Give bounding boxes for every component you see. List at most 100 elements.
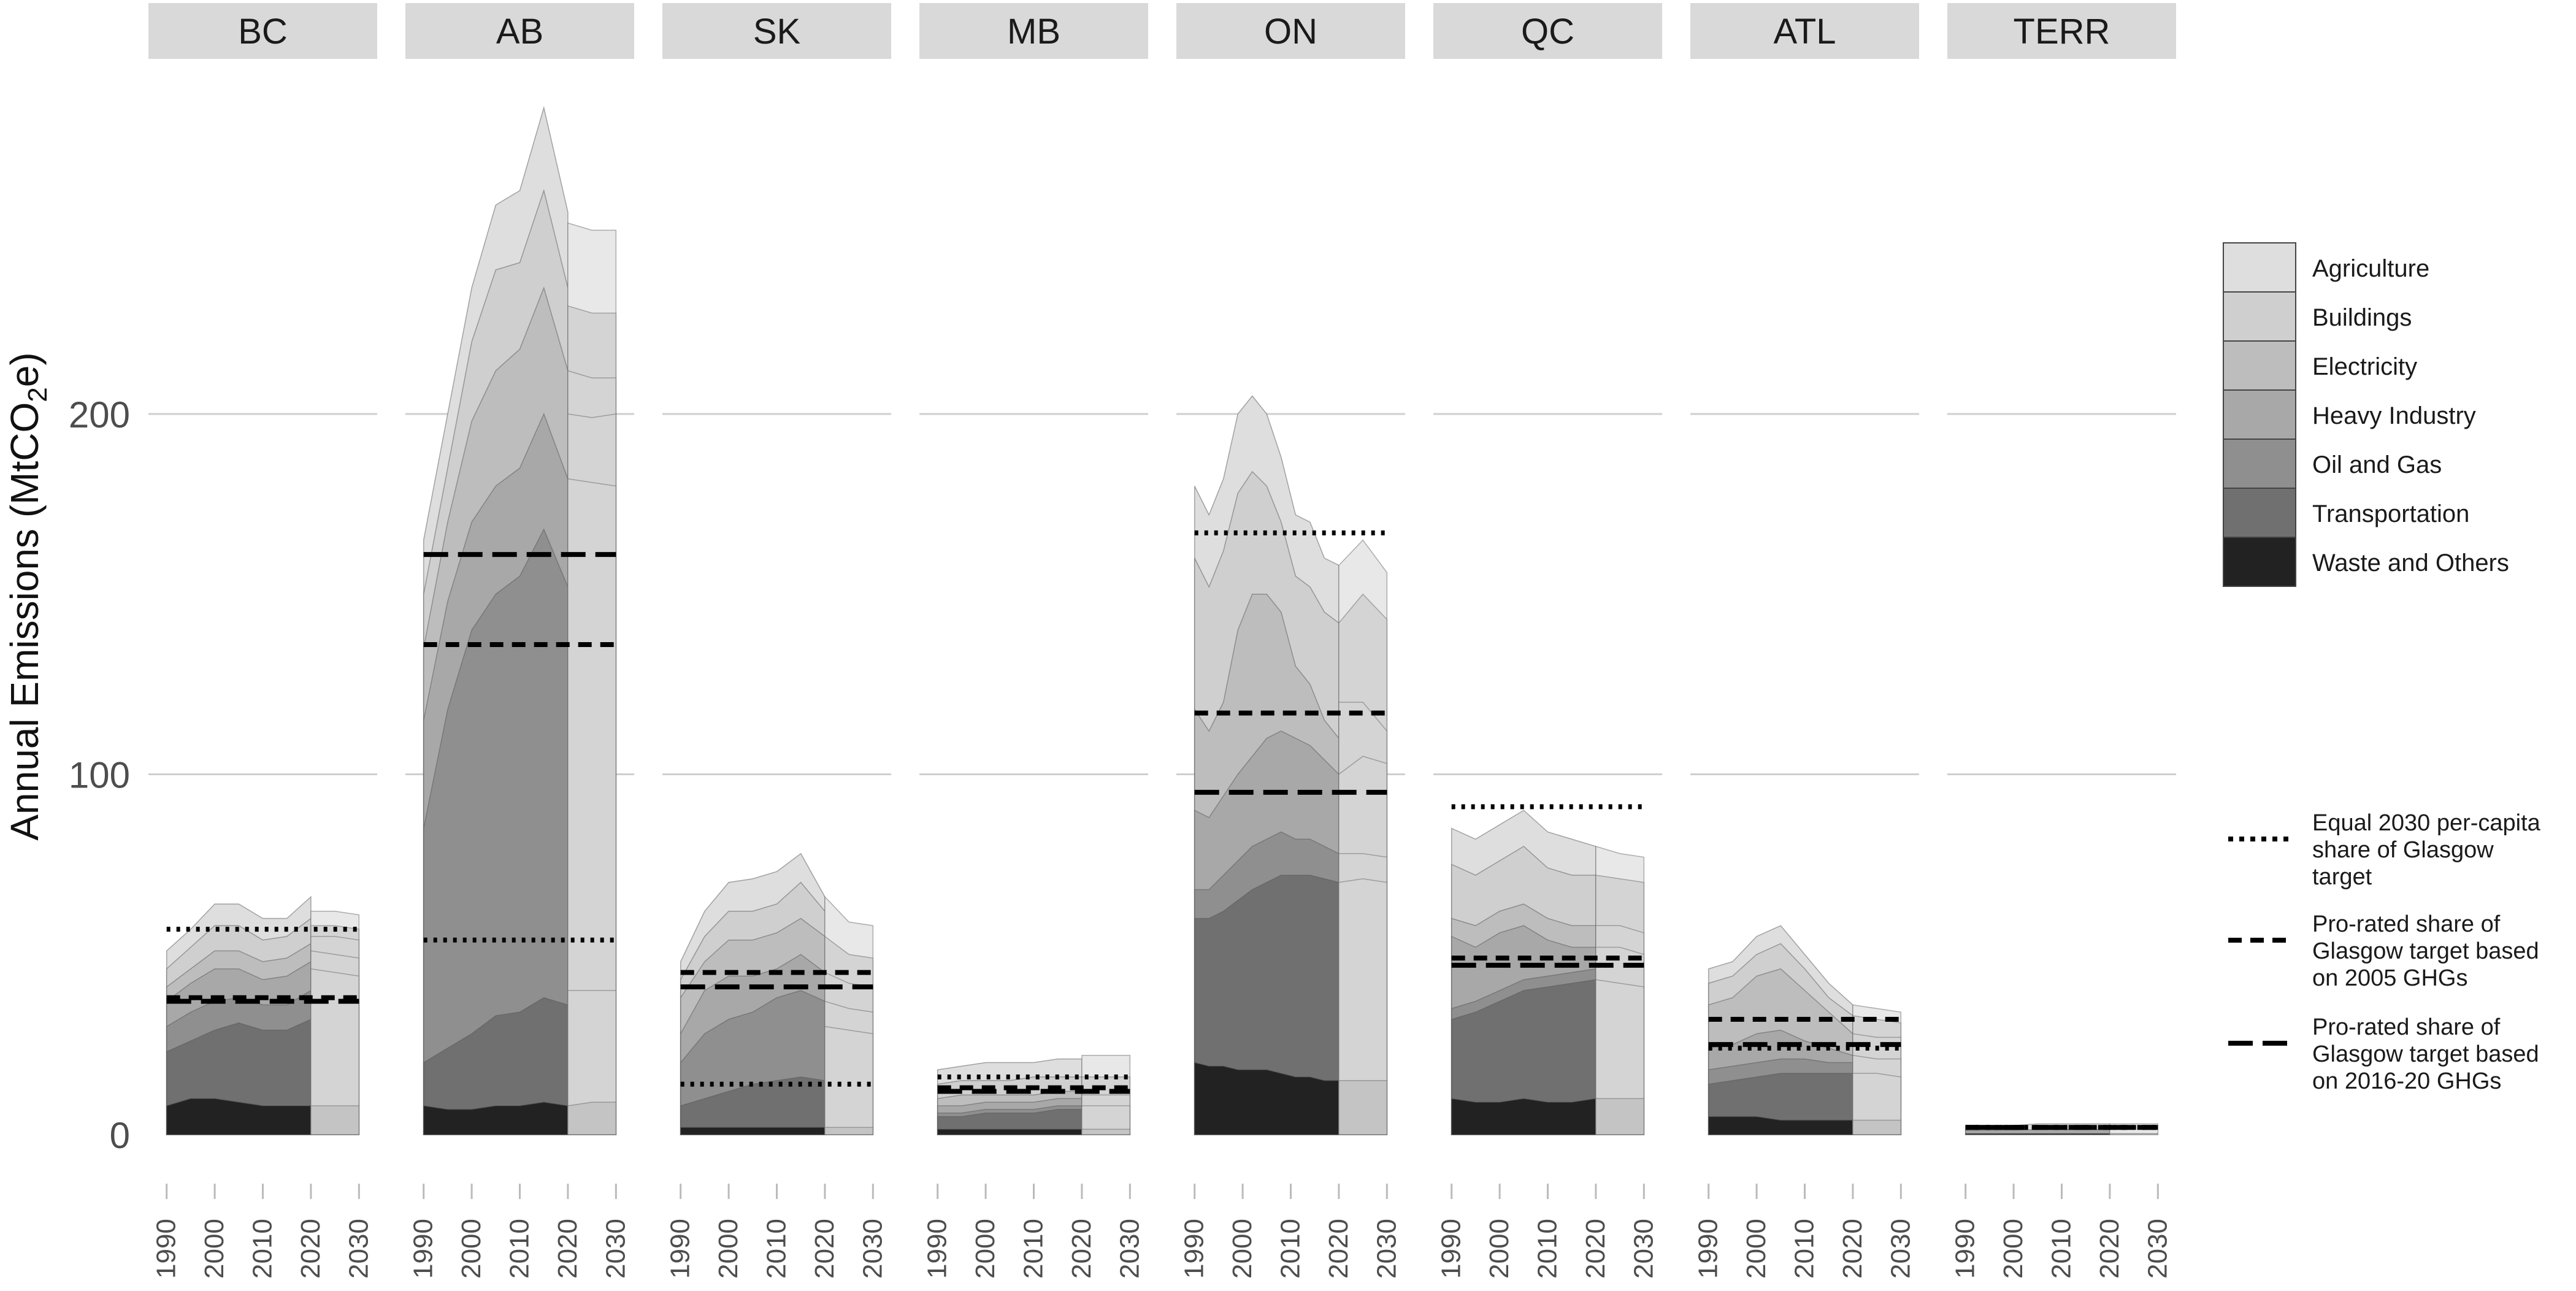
legend-target-label-dashed: Glasgow target based [2312,938,2539,964]
legend-swatch-electricity [2223,340,2296,391]
x-tick-label-2000: 2000 [713,1219,743,1279]
projection-area-0 [1595,1098,1645,1135]
panel-bc: BC 1990 2000 2010 2020 2030 [148,3,377,1279]
x-tick-label-1990: 1990 [1179,1219,1209,1279]
panel-strip [405,3,634,59]
x-tick-label-2010: 2010 [1533,1219,1563,1279]
history-area-0 [1194,1062,1340,1135]
y-tick-label-0: 0 [110,1115,130,1156]
panel-title: TERR [2014,12,2110,52]
x-tick-label-2010: 2010 [1276,1219,1306,1279]
panel-title: AB [496,12,543,52]
x-tick-label-1990: 1990 [922,1219,953,1279]
x-tick-label-2030: 2030 [1371,1219,1401,1279]
x-tick-label-2000: 2000 [199,1219,229,1279]
legend-target-label-dashed: on 2005 GHGs [2312,965,2467,991]
projection-area-0 [1338,1080,1388,1135]
x-tick-label-2000: 2000 [456,1219,486,1279]
x-tick-label-2010: 2010 [1019,1219,1049,1279]
x-tick-label-2030: 2030 [600,1219,631,1279]
x-tick-label-2000: 2000 [1741,1219,1771,1279]
panel-sk: SK 1990 2000 2010 2020 2030 [662,3,891,1279]
history-area-0 [1451,1098,1597,1135]
legend-target-label-dotted: Equal 2030 per-capita [2312,810,2541,836]
x-tick-label-2020: 2020 [553,1219,583,1279]
projection-area-0 [567,1101,617,1135]
legend-label-heavy-industry: Heavy Industry [2312,402,2476,429]
x-tick-label-2000: 2000 [1998,1219,2028,1279]
panel-atl: ATL 1990 2000 2010 2020 2030 [1690,3,1919,1279]
x-tick-label-1990: 1990 [1693,1219,1723,1279]
x-tick-label-2020: 2020 [1581,1219,1611,1279]
y-tick-label-200: 200 [69,394,130,435]
projection-area-0 [824,1127,874,1135]
history-area-0 [680,1127,826,1135]
x-tick-label-2030: 2030 [857,1219,887,1279]
x-tick-label-2010: 2010 [248,1219,278,1279]
projection-area-1 [824,1025,874,1135]
panel-title: QC [1521,12,1574,52]
x-tick-label-2000: 2000 [1227,1219,1257,1279]
x-tick-label-1990: 1990 [665,1219,696,1279]
legend-label-waste-and-others: Waste and Others [2312,550,2509,577]
panel-strip [919,3,1148,59]
x-tick-label-2010: 2010 [762,1219,792,1279]
legend-target-label-longdash: Glasgow target based [2312,1041,2539,1067]
y-axis-label-subscript: 2 [23,387,53,402]
legend-label-oil-and-gas: Oil and Gas [2312,451,2442,478]
legend-target-label-longdash: Pro-rated share of [2312,1014,2501,1040]
x-tick-label-2030: 2030 [343,1219,374,1279]
legend-swatch-transportation [2223,488,2296,538]
projection-area-0 [2109,1133,2159,1135]
legend-swatch-oil-and-gas [2223,439,2296,489]
panel-strip [1433,3,1662,59]
legend-swatch-buildings [2223,291,2296,342]
x-tick-label-2030: 2030 [1114,1219,1144,1279]
y-axis-label: Annual Emissions (MtCO2e) [2,352,53,840]
history-area-0 [1965,1133,2110,1135]
x-tick-label-2030: 2030 [1885,1219,1915,1279]
x-tick-label-2030: 2030 [1628,1219,1658,1279]
legend-swatch-agriculture [2223,242,2296,293]
panel-strip [1947,3,2176,59]
projection-area-0 [1852,1119,1902,1135]
x-tick-label-2020: 2020 [296,1219,326,1279]
x-tick-label-1990: 1990 [1436,1219,1466,1279]
legend-label-agriculture: Agriculture [2312,255,2429,282]
x-tick-label-1990: 1990 [408,1219,439,1279]
panel-title: ON [1264,12,1317,52]
x-tick-label-2000: 2000 [1484,1219,1514,1279]
x-tick-label-2020: 2020 [810,1219,840,1279]
panel-strip [662,3,891,59]
x-tick-label-2030: 2030 [2142,1219,2172,1279]
legend-label-buildings: Buildings [2312,304,2412,331]
x-tick-label-2020: 2020 [1838,1219,1868,1279]
x-tick-label-1990: 1990 [1950,1219,1980,1279]
projection-area-0 [1081,1128,1131,1135]
panel-strip [1690,3,1919,59]
x-tick-label-2010: 2010 [505,1219,535,1279]
y-axis-label-unit: (MtCO [2,402,47,518]
x-tick-label-2000: 2000 [970,1219,1000,1279]
panel-qc: QC 1990 2000 2010 2020 2030 [1433,3,1662,1279]
panel-mb: MB 1990 2000 2010 2020 2030 [919,3,1148,1279]
y-tick-label-100: 100 [69,755,130,796]
projection-area-0 [310,1105,360,1135]
x-tick-label-1990: 1990 [151,1219,182,1279]
x-tick-label-2010: 2010 [2047,1219,2077,1279]
panel-title: BC [238,12,288,52]
legend-target-label-dashed: Pro-rated share of [2312,911,2501,937]
x-tick-label-2020: 2020 [1324,1219,1354,1279]
panel-strip [148,3,377,59]
x-tick-label-2010: 2010 [1790,1219,1820,1279]
x-tick-label-2020: 2020 [2095,1219,2125,1279]
y-axis-label-unit-end: e) [2,352,47,387]
legend-swatch-heavy-industry [2223,389,2296,440]
legend-target-label-dotted: target [2312,864,2372,890]
panel-title: ATL [1773,12,1836,52]
legend-target-label-dotted: share of Glasgow [2312,837,2494,863]
legend-target-label-longdash: on 2016-20 GHGs [2312,1068,2501,1094]
panel-title: SK [753,12,801,52]
